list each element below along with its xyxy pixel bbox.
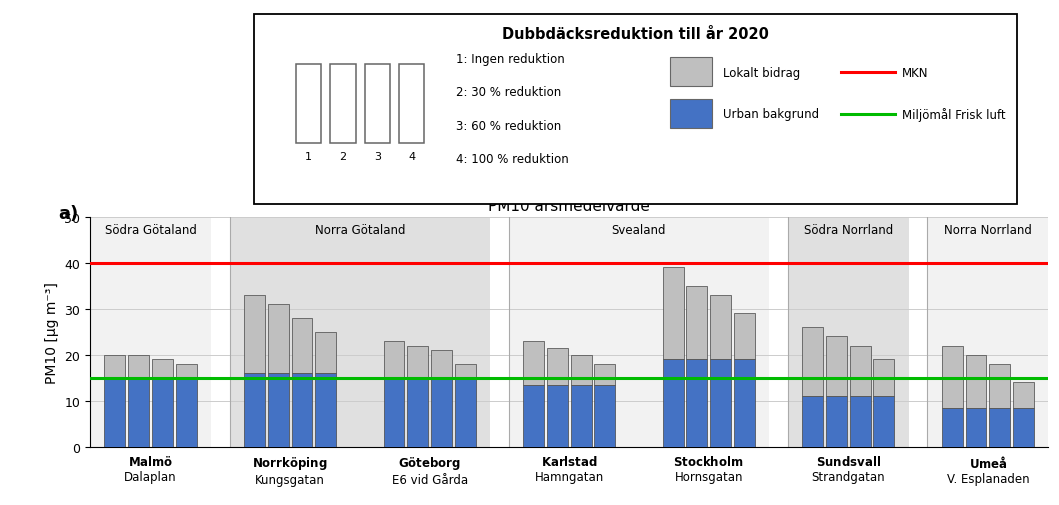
Bar [364, 64, 390, 144]
Text: Svealand: Svealand [612, 224, 666, 237]
Bar [874, 360, 895, 396]
Text: Norra Götaland: Norra Götaland [315, 224, 406, 237]
Text: 4: 100 % reduktion: 4: 100 % reduktion [456, 153, 569, 166]
Bar [686, 286, 707, 360]
Bar [523, 385, 544, 447]
Text: Norra Norrland: Norra Norrland [944, 224, 1031, 237]
Bar [874, 396, 895, 447]
Bar [571, 355, 592, 385]
Text: 3: 3 [374, 152, 381, 162]
Text: Miljömål Frisk luft: Miljömål Frisk luft [902, 108, 1006, 122]
Bar [546, 348, 568, 385]
Bar [383, 378, 405, 447]
Text: 3: 60 % reduktion: 3: 60 % reduktion [456, 119, 561, 132]
Text: 2: 30 % reduktion: 2: 30 % reduktion [456, 86, 561, 99]
Bar [105, 355, 125, 378]
Bar [734, 360, 755, 447]
Text: 1: Ingen reduktion: 1: Ingen reduktion [456, 53, 564, 66]
Bar [966, 355, 987, 408]
Bar [1013, 408, 1034, 447]
Bar [826, 337, 847, 396]
Bar [941, 408, 963, 447]
Bar [669, 99, 712, 129]
Y-axis label: PM10 [µg m⁻³]: PM10 [µg m⁻³] [44, 281, 58, 383]
Text: 1: 1 [305, 152, 312, 162]
Bar [734, 314, 755, 360]
Text: Urban bakgrund: Urban bakgrund [723, 108, 820, 121]
Bar [128, 378, 149, 447]
Bar [571, 385, 592, 447]
Bar [383, 341, 405, 378]
Bar [90, 217, 211, 447]
Bar [686, 360, 707, 447]
Bar [826, 396, 847, 447]
Bar [151, 378, 173, 447]
Bar [268, 305, 289, 373]
Bar [291, 318, 312, 373]
Bar [663, 268, 684, 360]
Bar [711, 360, 731, 447]
Bar [803, 396, 823, 447]
Text: 4: 4 [408, 152, 415, 162]
Bar [928, 217, 1048, 447]
Bar [316, 373, 336, 447]
Bar [594, 364, 615, 385]
Bar [849, 396, 870, 447]
Bar [431, 350, 452, 378]
Text: 2: 2 [340, 152, 346, 162]
Bar [176, 364, 197, 378]
Text: a): a) [58, 205, 78, 223]
Bar [594, 385, 615, 447]
Bar [151, 360, 173, 378]
Bar [788, 217, 909, 447]
Bar [454, 364, 475, 378]
Bar [408, 378, 428, 447]
Bar [399, 64, 425, 144]
Bar [431, 378, 452, 447]
Bar [128, 355, 149, 378]
Bar [330, 64, 356, 144]
Bar [268, 373, 289, 447]
Bar [508, 217, 769, 447]
Bar [454, 378, 475, 447]
Text: Södra Götaland: Södra Götaland [105, 224, 197, 237]
Text: Dubbdäcksreduktion till år 2020: Dubbdäcksreduktion till år 2020 [502, 26, 769, 41]
Bar [803, 327, 823, 396]
Title: PM10 årsmedelvärde: PM10 årsmedelvärde [488, 198, 650, 213]
Bar [663, 360, 684, 447]
Text: MKN: MKN [902, 67, 929, 79]
Bar [966, 408, 987, 447]
Bar [849, 346, 870, 396]
Bar [1013, 383, 1034, 408]
Bar [989, 364, 1010, 408]
Text: Södra Norrland: Södra Norrland [804, 224, 893, 237]
Bar [230, 217, 490, 447]
Bar [244, 295, 265, 373]
Bar [669, 58, 712, 87]
Bar [291, 373, 312, 447]
Bar [989, 408, 1010, 447]
Bar [711, 295, 731, 360]
Bar [105, 378, 125, 447]
Bar [546, 385, 568, 447]
Bar [176, 378, 197, 447]
Bar [297, 64, 321, 144]
Bar [523, 341, 544, 385]
Text: Lokalt bidrag: Lokalt bidrag [723, 67, 801, 79]
Bar [941, 346, 963, 408]
FancyBboxPatch shape [254, 15, 1017, 205]
Bar [316, 332, 336, 373]
Bar [408, 346, 428, 378]
Bar [244, 373, 265, 447]
